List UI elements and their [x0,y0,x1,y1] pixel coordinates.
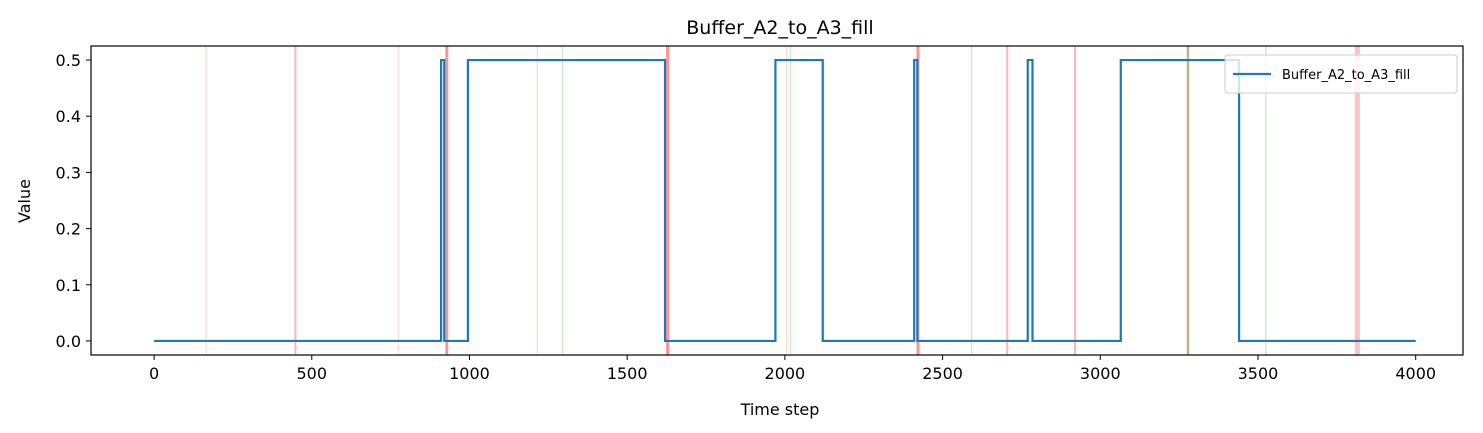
legend-box [1224,54,1458,94]
plot-frame [90,45,1464,356]
y-tick-label: 0.1 [56,276,81,295]
x-axis: 0 500 1000 1500 2000 2500 3000 3500 4000 [149,355,1436,383]
y-axis-label: Value [15,179,34,223]
series-layer [154,58,1416,343]
y-tick-label: 0.2 [56,220,81,239]
x-tick-label: 1500 [607,364,648,383]
x-tick-label: 500 [297,364,328,383]
x-tick-label: 2000 [765,364,806,383]
series-line-0 [154,58,1416,343]
x-tick-label: 2500 [922,364,963,383]
x-tick-label: 1000 [449,364,490,383]
y-tick-label: 0.4 [56,107,81,126]
y-tick-label: 0.3 [56,163,81,182]
x-tick-label: 0 [149,364,159,383]
y-axis: 0.0 0.1 0.2 0.3 0.4 0.5 [56,51,91,351]
x-tick-label: 3000 [1080,364,1121,383]
y-tick-label: 0.5 [56,51,81,70]
x-tick-label: 4000 [1395,364,1436,383]
legend-label: Buffer_A2_to_A3_fill [1282,68,1410,83]
chart-title: Buffer_A2_to_A3_fill [686,17,873,39]
x-axis-label: Time step [740,400,820,419]
x-tick-label: 3500 [1238,364,1279,383]
legend: Buffer_A2_to_A3_fill [1224,54,1458,94]
y-tick-label: 0.0 [56,332,81,351]
